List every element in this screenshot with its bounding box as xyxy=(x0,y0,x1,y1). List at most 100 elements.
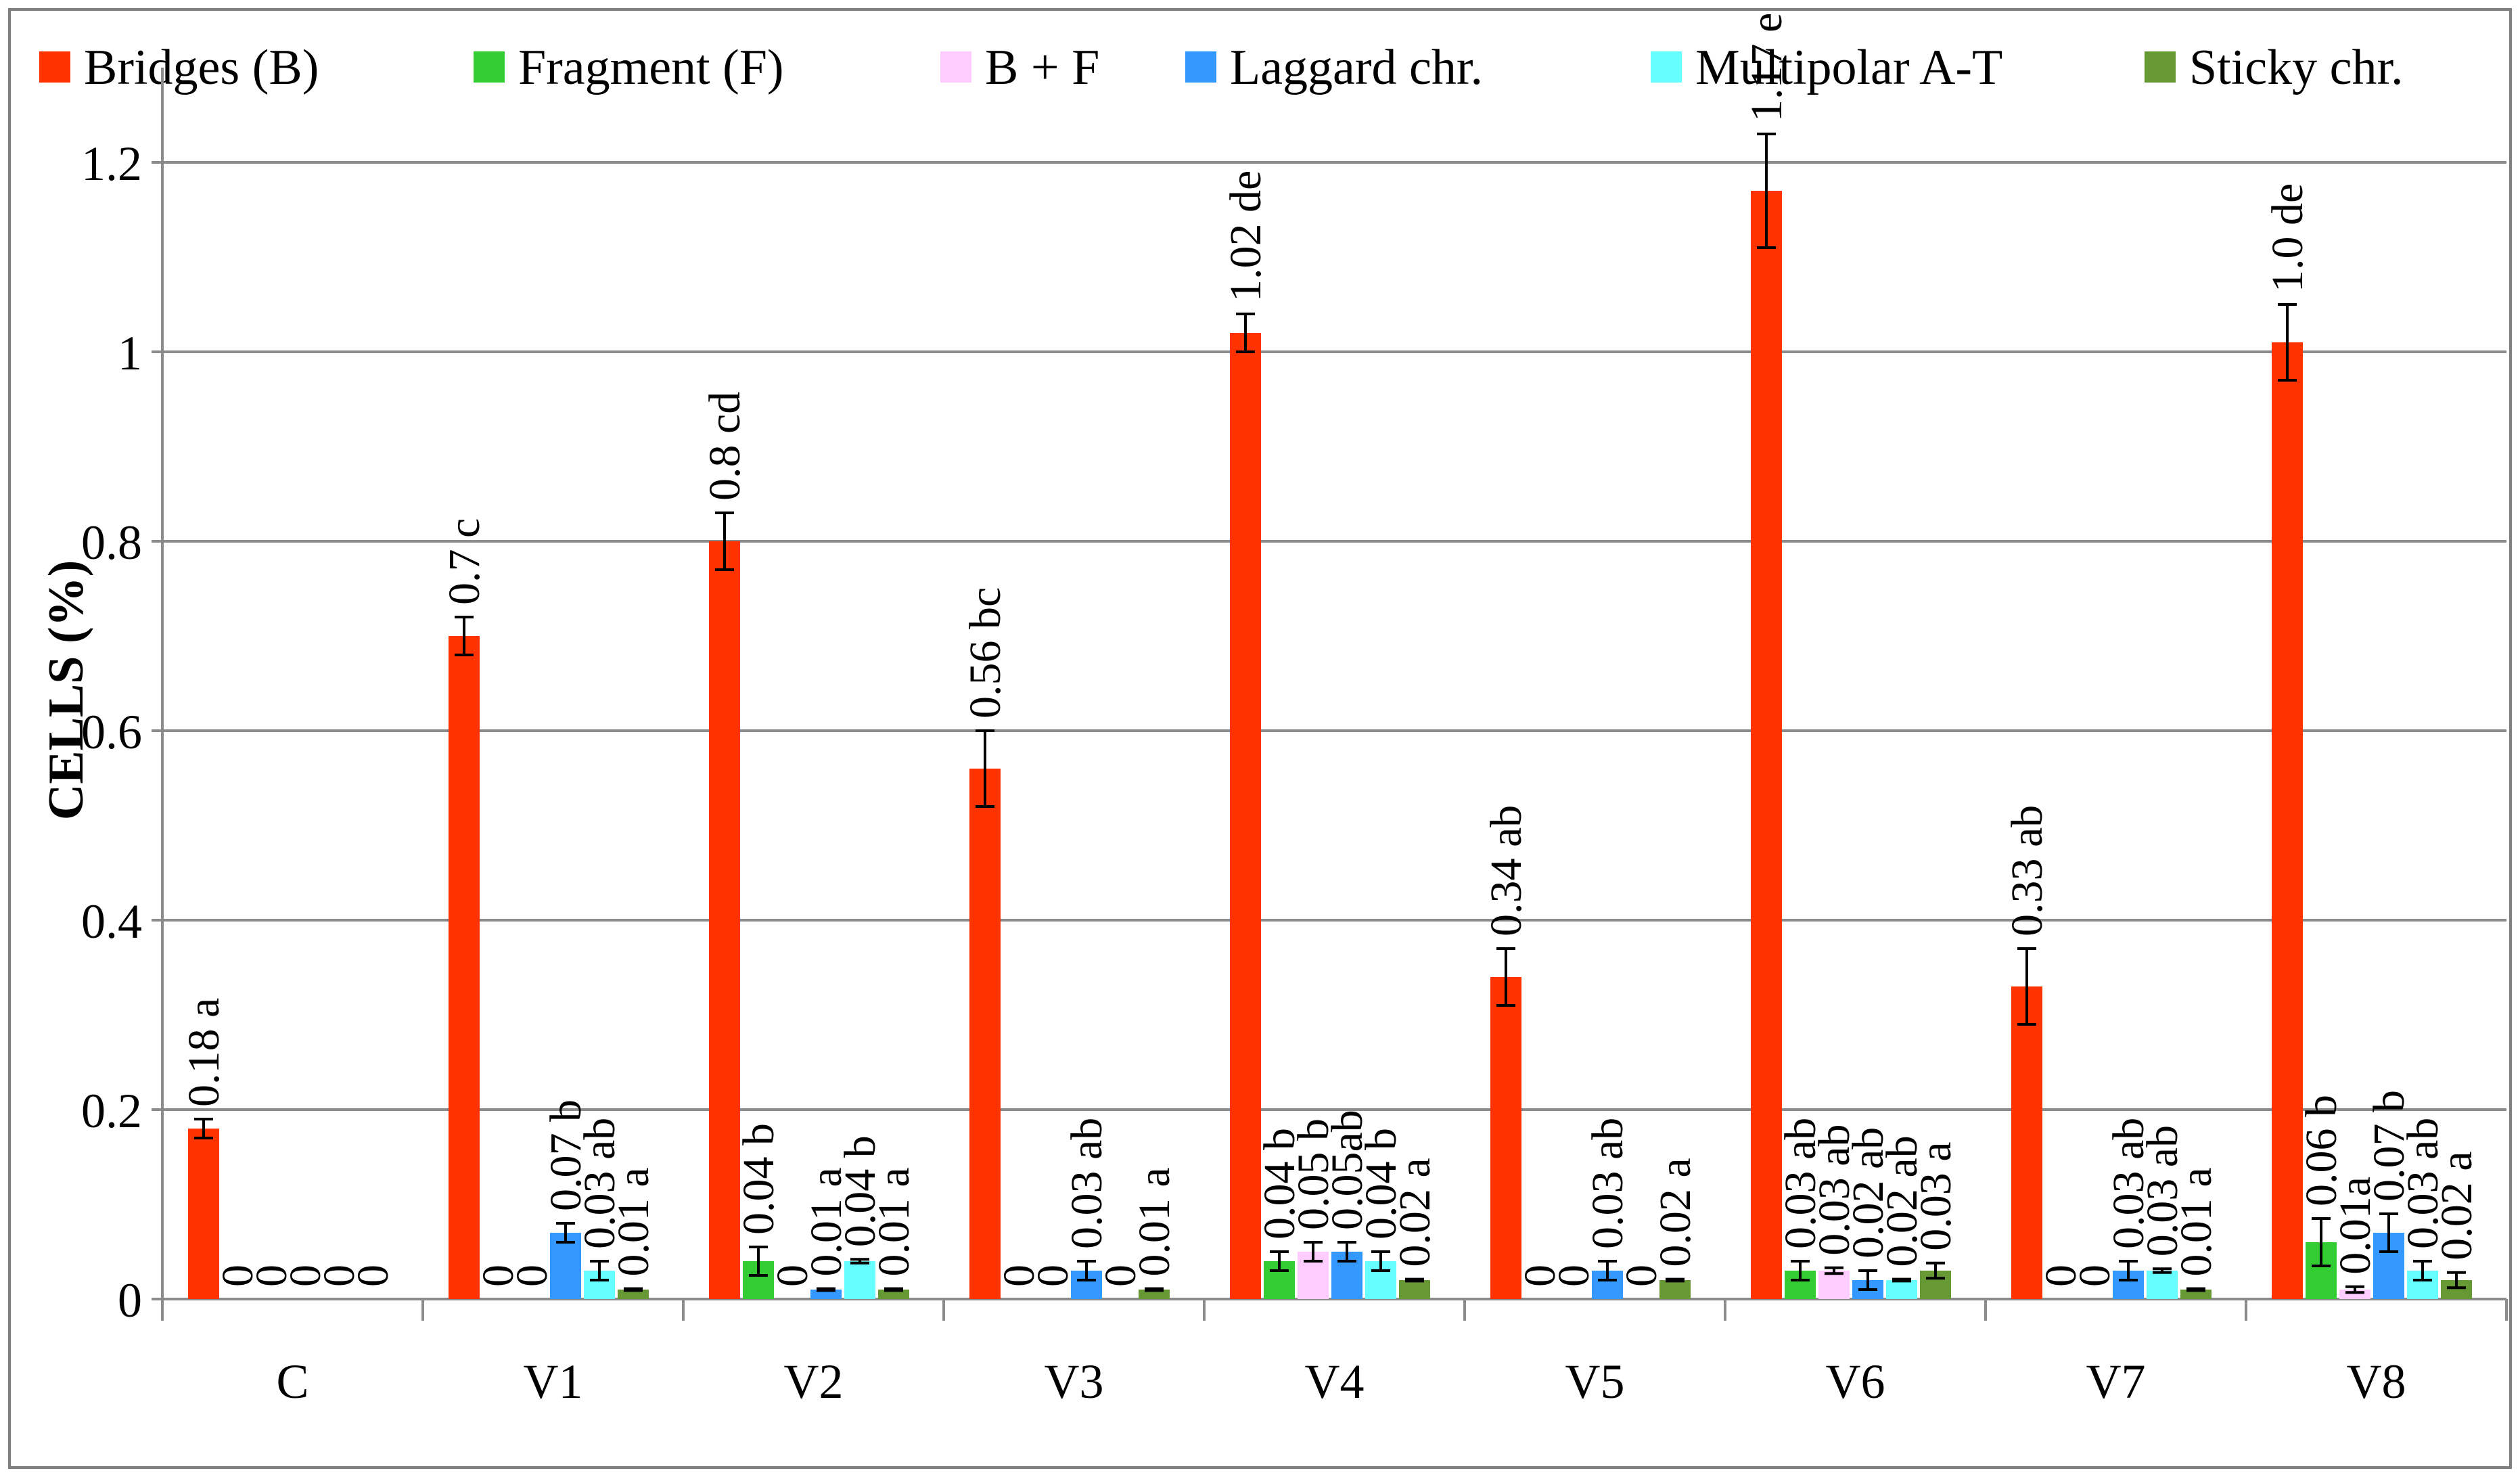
data-label: 0.01 a xyxy=(2172,1167,2221,1276)
y-tick-label: 0.4 xyxy=(81,894,142,949)
y-axis: 0 0.2 0.4 0.6 0.8 1 1.2 xyxy=(81,68,164,1327)
x-tick-label: V7 xyxy=(2086,1355,2146,1409)
bar xyxy=(618,1290,649,1299)
data-label: 0 xyxy=(1096,1265,1145,1287)
bar xyxy=(1886,1280,1917,1299)
x-tick-label: C xyxy=(276,1355,308,1409)
legend-swatch xyxy=(940,51,971,83)
gridlines xyxy=(162,161,2506,1111)
data-label: 0 xyxy=(281,1265,330,1287)
data-label: 0.03 ab xyxy=(1776,1118,1825,1249)
legend-swatch xyxy=(1185,51,1216,83)
data-label: 0.34 ab xyxy=(1482,805,1531,936)
bar xyxy=(2011,986,2042,1299)
data-label: 0.18 a xyxy=(179,998,229,1107)
x-tick-label: V3 xyxy=(1045,1355,1104,1409)
bar xyxy=(1659,1280,1691,1299)
bar xyxy=(1399,1280,1430,1299)
data-labels: 0.18 a 0.7 c 0.8 cd 0.56 bc 1.02 de 0.34 ab 1.… xyxy=(179,13,2481,1287)
data-label: 0.01 a xyxy=(869,1167,919,1276)
error-bars xyxy=(194,133,2466,1294)
data-label: 0 xyxy=(1515,1265,1565,1287)
data-label: 0.03 a xyxy=(1911,1142,1961,1251)
x-axis: C V1 V2 V3 V4 V5 V6 V7 V8 xyxy=(161,1298,2508,1409)
bar xyxy=(1139,1290,1170,1299)
legend: Bridges (B) Fragment (F) B + F Laggard chr.… xyxy=(39,40,2404,95)
data-label: 0.56 bc xyxy=(961,587,1010,719)
bar xyxy=(2147,1271,2178,1299)
data-label: 0 xyxy=(2070,1265,2120,1287)
bar xyxy=(1751,191,1782,1299)
data-label: 1.17 e xyxy=(1742,13,1791,122)
legend-swatch xyxy=(39,51,70,83)
data-label: 0 xyxy=(315,1265,364,1287)
legend-entry: Multipolar A-T xyxy=(1695,40,2002,95)
bar xyxy=(1818,1271,1850,1299)
bar xyxy=(2180,1290,2212,1299)
data-label: 0.05 b xyxy=(1289,1118,1338,1230)
bar xyxy=(709,541,740,1299)
data-label: 1.02 de xyxy=(1221,171,1270,302)
bar xyxy=(810,1290,842,1299)
data-label: 0.33 ab xyxy=(2002,805,2052,936)
data-label: 0.02 ab xyxy=(1843,1127,1893,1258)
bar xyxy=(969,769,1001,1299)
y-tick-label: 0.6 xyxy=(81,705,142,759)
data-label: 0.02 a xyxy=(1390,1158,1440,1267)
data-label: 1.0 de xyxy=(2263,183,2312,292)
legend-swatch xyxy=(474,51,505,83)
data-label: 0.01 a xyxy=(1130,1167,1179,1276)
data-label: 0.03 ab xyxy=(2138,1125,2187,1256)
data-label: 0.05ab xyxy=(1323,1110,1372,1230)
data-label: 0.7 c xyxy=(440,518,489,605)
x-tick-label: V5 xyxy=(1565,1355,1625,1409)
data-label: 0 xyxy=(768,1265,817,1287)
data-label: 0.07 b xyxy=(541,1099,591,1211)
data-label: 0.03 ab xyxy=(2104,1118,2153,1249)
x-tick-label: V6 xyxy=(1826,1355,1885,1409)
bar xyxy=(1230,333,1261,1299)
y-axis-title: CELLS (%) xyxy=(39,560,94,820)
data-label: 0.8 cd xyxy=(700,392,750,501)
y-tick-label: 1 xyxy=(118,326,142,380)
legend-entry: B + F xyxy=(985,40,1099,95)
x-tick-label: V2 xyxy=(784,1355,844,1409)
legend-entry: Laggard chr. xyxy=(1230,40,1483,95)
data-label: 0 xyxy=(994,1265,1044,1287)
data-label: 0.02 ab xyxy=(1877,1135,1927,1267)
data-label: 0.03 ab xyxy=(2398,1118,2448,1249)
x-tick-label: V4 xyxy=(1305,1355,1365,1409)
y-tick-label: 1.2 xyxy=(81,137,142,191)
bar xyxy=(2272,342,2303,1299)
data-label: 0.06 b xyxy=(2297,1095,2346,1206)
data-label: 0.02 a xyxy=(2432,1152,2481,1260)
data-label: 0 xyxy=(1617,1265,1666,1287)
data-label: 0.04 b xyxy=(734,1123,783,1235)
data-label: 0.04 b xyxy=(1356,1128,1406,1240)
legend-entry: Bridges (B) xyxy=(84,40,319,95)
data-label: 0 xyxy=(1549,1265,1599,1287)
data-label: 0.02 a xyxy=(1651,1158,1700,1267)
data-label: 0.04 b xyxy=(835,1135,885,1247)
bar xyxy=(844,1261,875,1299)
data-label: 0 xyxy=(474,1265,523,1287)
data-label: 0.01 a xyxy=(609,1167,658,1276)
data-label: 0.03 ab xyxy=(1062,1118,1112,1249)
data-label: 0.04 b xyxy=(1255,1128,1304,1240)
data-label: 0 xyxy=(2036,1265,2086,1287)
bar xyxy=(1490,977,1521,1299)
legend-entry: Sticky chr. xyxy=(2189,40,2404,95)
legend-swatch xyxy=(2145,51,2176,83)
bar xyxy=(550,1233,581,1299)
bar xyxy=(449,636,480,1299)
y-tick-label: 0.2 xyxy=(81,1084,142,1138)
data-label: 0.01 a xyxy=(802,1167,851,1276)
bar xyxy=(878,1290,909,1299)
data-label: 0.07 b xyxy=(2364,1090,2414,1202)
data-label: 0.01a xyxy=(2331,1177,2380,1275)
x-tick-label: V1 xyxy=(524,1355,583,1409)
legend-entry: Fragment (F) xyxy=(518,40,784,95)
y-tick-label: 0.8 xyxy=(81,516,142,570)
data-label: 0.03 ab xyxy=(575,1118,624,1249)
